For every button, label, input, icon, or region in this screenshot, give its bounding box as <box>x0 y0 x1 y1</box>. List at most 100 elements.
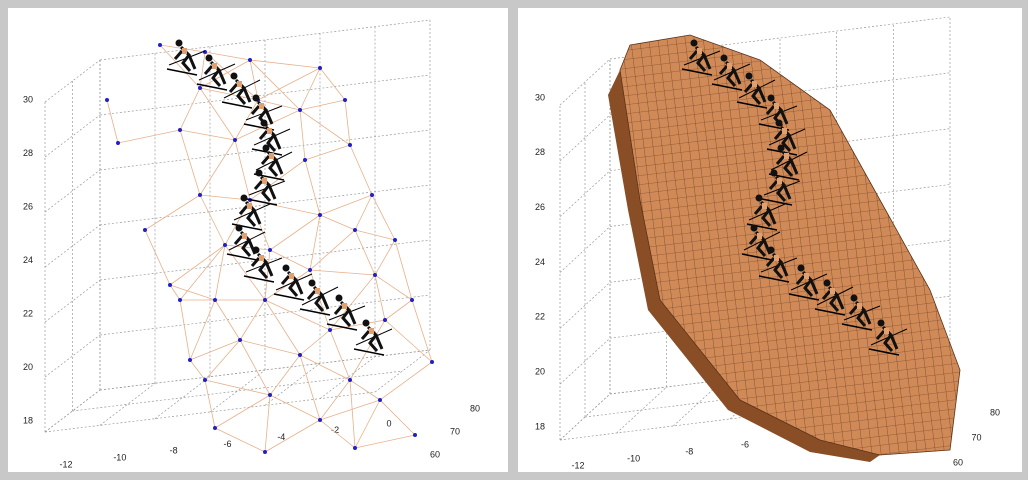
y-tick-label: 26 <box>23 201 33 211</box>
mesh-node <box>348 143 352 147</box>
skier-head <box>778 145 785 152</box>
mesh-node <box>318 418 322 422</box>
skier-torso <box>784 153 789 159</box>
x-tick-label: -12 <box>59 459 72 469</box>
mesh-node <box>393 238 397 242</box>
mesh-node <box>378 398 382 402</box>
skier-torso <box>777 178 782 184</box>
mesh-node <box>353 446 357 450</box>
y-tick-label: 24 <box>23 255 33 265</box>
skier-torso <box>262 178 267 184</box>
skier-head <box>283 265 290 272</box>
skier-torso <box>697 48 702 54</box>
mesh-node <box>308 268 312 272</box>
skier-head <box>798 265 805 272</box>
skier-head <box>878 320 885 327</box>
mesh-node <box>383 318 387 322</box>
y-tick-label: 20 <box>535 367 545 377</box>
mesh-node <box>370 193 374 197</box>
mesh-node <box>373 273 377 277</box>
mesh-node <box>233 138 237 142</box>
skier-head <box>756 195 763 202</box>
skier-head <box>721 55 728 62</box>
z-tick-label: 60 <box>953 457 963 467</box>
skier-head <box>261 120 268 127</box>
skier-head <box>363 320 370 327</box>
skier-head <box>776 120 783 127</box>
y-tick-label: 28 <box>535 147 545 157</box>
mesh-node <box>328 328 332 332</box>
mesh-node <box>158 43 162 47</box>
mesh-node <box>348 378 352 382</box>
z-tick-label: 70 <box>450 426 460 436</box>
skier-head <box>768 95 775 102</box>
skier-head <box>691 40 698 47</box>
skier-head <box>771 170 778 177</box>
y-tick-label: 22 <box>535 312 545 322</box>
skier-head <box>746 73 753 80</box>
y-tick-label: 30 <box>23 94 33 104</box>
skier-torso <box>242 233 247 239</box>
mesh-node <box>105 98 109 102</box>
mesh-node <box>213 298 217 302</box>
y-tick-label: 24 <box>535 257 545 267</box>
mesh-node <box>298 108 302 112</box>
skier-torso <box>762 203 767 209</box>
skier-torso <box>857 303 862 309</box>
z-tick-label: 60 <box>430 449 440 459</box>
skier-torso <box>804 273 809 279</box>
skier-torso <box>267 128 272 134</box>
skier-head <box>253 247 260 254</box>
mesh-node <box>178 298 182 302</box>
mesh-node <box>203 378 207 382</box>
skier-head <box>253 95 260 102</box>
y-tick-label: 28 <box>23 148 33 158</box>
skier-torso <box>774 255 779 261</box>
mesh-node <box>263 450 267 454</box>
x-tick-label: -6 <box>223 439 231 449</box>
z-tick-label: 80 <box>990 407 1000 417</box>
skier-head <box>824 280 831 287</box>
mesh-node <box>318 66 322 70</box>
mesh-node <box>410 298 414 302</box>
mesh-node <box>143 228 147 232</box>
skier-torso <box>757 233 762 239</box>
skier-torso <box>212 63 217 69</box>
x-tick-label: 0 <box>386 418 391 428</box>
skier-head <box>336 295 343 302</box>
x-tick-label: -12 <box>571 460 584 470</box>
mesh-node <box>116 141 120 145</box>
skier-torso <box>884 328 889 334</box>
mesh-node <box>343 98 347 102</box>
skier-torso <box>774 103 779 109</box>
x-tick-label: -10 <box>113 453 126 463</box>
mesh-node <box>268 393 272 397</box>
mesh-node <box>353 228 357 232</box>
skier-torso <box>237 81 242 87</box>
x-tick-label: -10 <box>627 453 640 463</box>
mesh-node <box>318 213 322 217</box>
mesh-node <box>213 426 217 430</box>
skier-torso <box>289 273 294 279</box>
skier-torso <box>727 63 732 69</box>
skier-head <box>256 170 263 177</box>
skier-head <box>768 247 775 254</box>
x-tick-label: -8 <box>170 446 178 456</box>
skier-torso <box>269 153 274 159</box>
skier-head <box>206 55 213 62</box>
mesh-node <box>413 433 417 437</box>
y-tick-label: 20 <box>23 362 33 372</box>
skier-head <box>263 145 270 152</box>
y-tick-label: 22 <box>23 308 33 318</box>
skier-torso <box>259 103 264 109</box>
y-tick-label: 30 <box>535 92 545 102</box>
skier-torso <box>830 288 835 294</box>
x-tick-label: -8 <box>685 446 693 456</box>
z-tick-label: 80 <box>470 403 480 413</box>
skier-head <box>231 73 238 80</box>
mesh-node <box>168 283 172 287</box>
mesh-node <box>198 193 202 197</box>
mesh-node <box>303 158 307 162</box>
mesh-node <box>223 243 227 247</box>
skier-torso <box>315 288 320 294</box>
